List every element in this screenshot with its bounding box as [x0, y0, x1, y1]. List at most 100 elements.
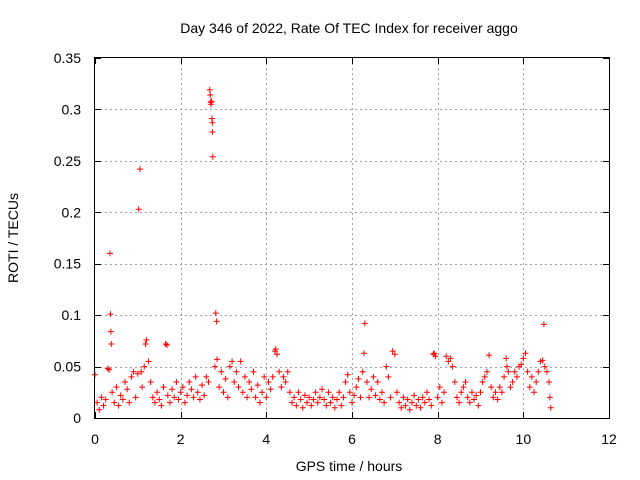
- data-point: [329, 394, 336, 401]
- data-point: [231, 379, 238, 385]
- data-point: [473, 392, 480, 399]
- data-point: [319, 386, 326, 393]
- data-point: [368, 386, 375, 393]
- data-point: [209, 119, 216, 126]
- grid-lines: [95, 58, 609, 418]
- data-point: [284, 368, 291, 375]
- data-point: [396, 399, 403, 406]
- data-point: [179, 384, 186, 391]
- data-point: [256, 399, 263, 406]
- data-point: [291, 394, 298, 401]
- data-point: [464, 394, 471, 401]
- data-point: [336, 389, 343, 396]
- data-point: [501, 373, 508, 380]
- data-point: [141, 363, 148, 370]
- data-point: [479, 379, 486, 385]
- data-point: [254, 382, 261, 389]
- data-point: [404, 396, 411, 403]
- data-point: [139, 384, 146, 391]
- data-point: [431, 350, 438, 357]
- data-point: [344, 371, 351, 378]
- data-point: [135, 206, 142, 213]
- data-point: [145, 358, 152, 365]
- data-point: [149, 394, 156, 401]
- data-point: [359, 368, 366, 375]
- data-point: [449, 363, 456, 370]
- data-point: [408, 399, 415, 406]
- data-point: [216, 384, 223, 391]
- data-point: [451, 379, 458, 385]
- data-point: [208, 98, 215, 105]
- data-point: [299, 404, 306, 411]
- data-point: [224, 394, 231, 401]
- plot-area-border: [94, 57, 610, 419]
- data-point: [113, 384, 120, 391]
- data-point: [466, 399, 473, 406]
- data-point: [475, 402, 482, 409]
- y-tick-label: 0.2: [62, 204, 82, 220]
- data-point: [361, 320, 368, 327]
- data-point: [160, 384, 167, 391]
- data-point: [126, 399, 133, 406]
- data-point: [541, 363, 548, 370]
- data-point: [301, 392, 308, 399]
- data-point: [206, 86, 213, 93]
- x-tick-label: 12: [601, 431, 617, 447]
- data-point: [218, 368, 225, 375]
- x-tick-labels: 0 2 4 6 8 10 12: [91, 431, 617, 447]
- data-point: [246, 379, 253, 385]
- data-point: [426, 396, 433, 403]
- data-point: [107, 311, 114, 318]
- data-point: [411, 392, 418, 399]
- data-point: [169, 386, 176, 393]
- data-point: [203, 373, 210, 380]
- data-point: [366, 394, 373, 401]
- data-point: [370, 373, 377, 380]
- y-tick-label: 0: [73, 410, 81, 426]
- data-point: [147, 379, 154, 385]
- data-point: [209, 129, 216, 136]
- data-point: [438, 399, 445, 406]
- data-point: [355, 375, 362, 382]
- data-point: [417, 404, 424, 411]
- data-point: [158, 402, 165, 409]
- x-tick-label: 2: [177, 431, 185, 447]
- axis-ticks: [95, 58, 610, 419]
- data-point: [164, 392, 171, 399]
- data-point: [184, 392, 191, 399]
- data-point: [94, 399, 101, 406]
- data-point: [237, 358, 244, 365]
- data-point: [357, 394, 364, 401]
- data-point: [295, 389, 302, 396]
- data-point: [267, 386, 274, 393]
- data-point: [507, 384, 514, 391]
- data-point: [504, 363, 511, 370]
- data-point: [265, 379, 272, 385]
- data-point: [282, 379, 289, 385]
- data-point: [134, 370, 141, 377]
- x-tick-label: 0: [91, 431, 99, 447]
- data-point: [323, 402, 330, 409]
- data-point: [142, 340, 149, 347]
- data-point: [109, 389, 116, 396]
- data-point: [162, 340, 169, 347]
- data-point: [272, 346, 279, 353]
- data-point: [248, 386, 255, 393]
- y-tick-label: 0.05: [54, 359, 81, 375]
- data-point: [211, 363, 218, 370]
- data-point: [338, 402, 345, 409]
- data-point: [421, 399, 428, 406]
- data-point: [456, 399, 463, 406]
- data-point: [111, 399, 118, 406]
- chart-title: Day 346 of 2022, Rate Of TEC Index for r…: [180, 20, 518, 36]
- data-point: [376, 396, 383, 403]
- data-point: [196, 396, 203, 403]
- data-point: [276, 368, 283, 375]
- data-point: [509, 379, 516, 385]
- data-point: [378, 389, 385, 396]
- data-point: [498, 389, 505, 396]
- data-point: [325, 389, 332, 396]
- data-point: [107, 328, 114, 335]
- data-point: [308, 402, 315, 409]
- data-point: [391, 351, 398, 358]
